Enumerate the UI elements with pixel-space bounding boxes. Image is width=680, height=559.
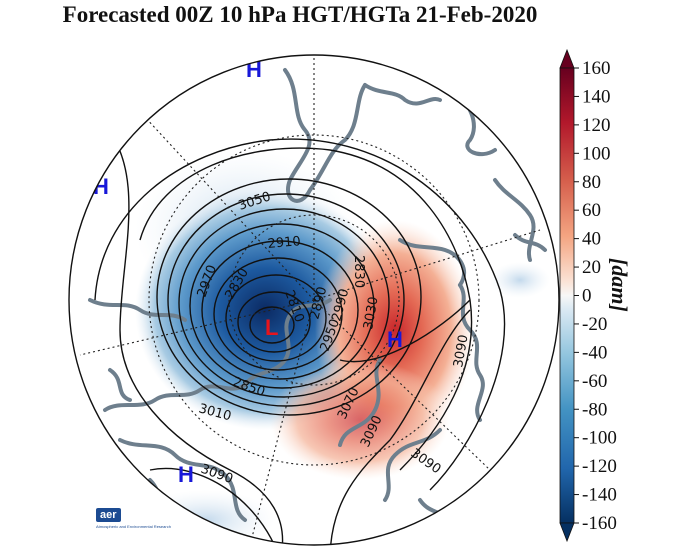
colorbar-tick-label: -120 bbox=[582, 456, 617, 477]
colorbar-tick-label: 120 bbox=[582, 115, 611, 136]
colorbar-tick-label: 20 bbox=[582, 257, 601, 278]
low-marker-center: L bbox=[265, 315, 278, 340]
colorbar-tick-label: -140 bbox=[582, 485, 617, 506]
map-title: Forecasted 00Z 10 hPa HGT/HGTa 21-Feb-20… bbox=[62, 2, 538, 27]
graticule bbox=[79, 55, 541, 545]
polar-map: 3050 2910 2970 2830 2810 2890 2850 3010 … bbox=[68, 54, 560, 546]
colorbar-tick-label: 100 bbox=[582, 143, 611, 164]
aer-logo: aer Atmospheric and Environmental Resear… bbox=[96, 505, 176, 529]
contour-label: 2910 bbox=[267, 234, 301, 252]
aer-logo-subtitle: Atmospheric and Environmental Research bbox=[96, 524, 171, 529]
aer-logo-mark: aer bbox=[96, 508, 121, 522]
high-marker-right: H bbox=[387, 327, 403, 352]
colorbar-tick-label: 160 bbox=[582, 58, 611, 79]
colorbar-tick-label: -20 bbox=[582, 314, 607, 335]
contour-label: 2830 bbox=[351, 255, 366, 288]
high-marker-bottom: H bbox=[178, 462, 194, 487]
colorbar-tick-label: -40 bbox=[582, 342, 607, 363]
colorbar-ticks: 160 140 120 100 80 60 40 20 0 -20 -40 -60 -80 -100 -12… bbox=[574, 58, 617, 534]
colorbar-tick-label: -60 bbox=[582, 371, 607, 392]
colorbar-tick-label: 60 bbox=[582, 200, 601, 221]
contour-label: 3090 bbox=[451, 333, 472, 368]
map-boundary bbox=[68, 54, 560, 546]
contour-label: 3030 bbox=[361, 295, 382, 330]
colorbar-tick-label: 140 bbox=[582, 86, 611, 107]
colorbar-tick-label: -100 bbox=[582, 428, 617, 449]
height-contours bbox=[94, 119, 506, 545]
colorbar-unit-label: [dam] bbox=[607, 258, 632, 312]
colorbar-tick-label: -80 bbox=[582, 399, 607, 420]
colorbar-bottom-arrow bbox=[559, 522, 575, 543]
colorbar-tick-label: 80 bbox=[582, 172, 601, 193]
colorbar-tick-label: -160 bbox=[582, 513, 617, 534]
colorbar-tick-label: 40 bbox=[582, 229, 601, 250]
colorbar-top-arrow bbox=[559, 48, 575, 69]
colorbar-scale bbox=[559, 67, 575, 524]
colorbar-tick-label: 0 bbox=[582, 286, 592, 307]
